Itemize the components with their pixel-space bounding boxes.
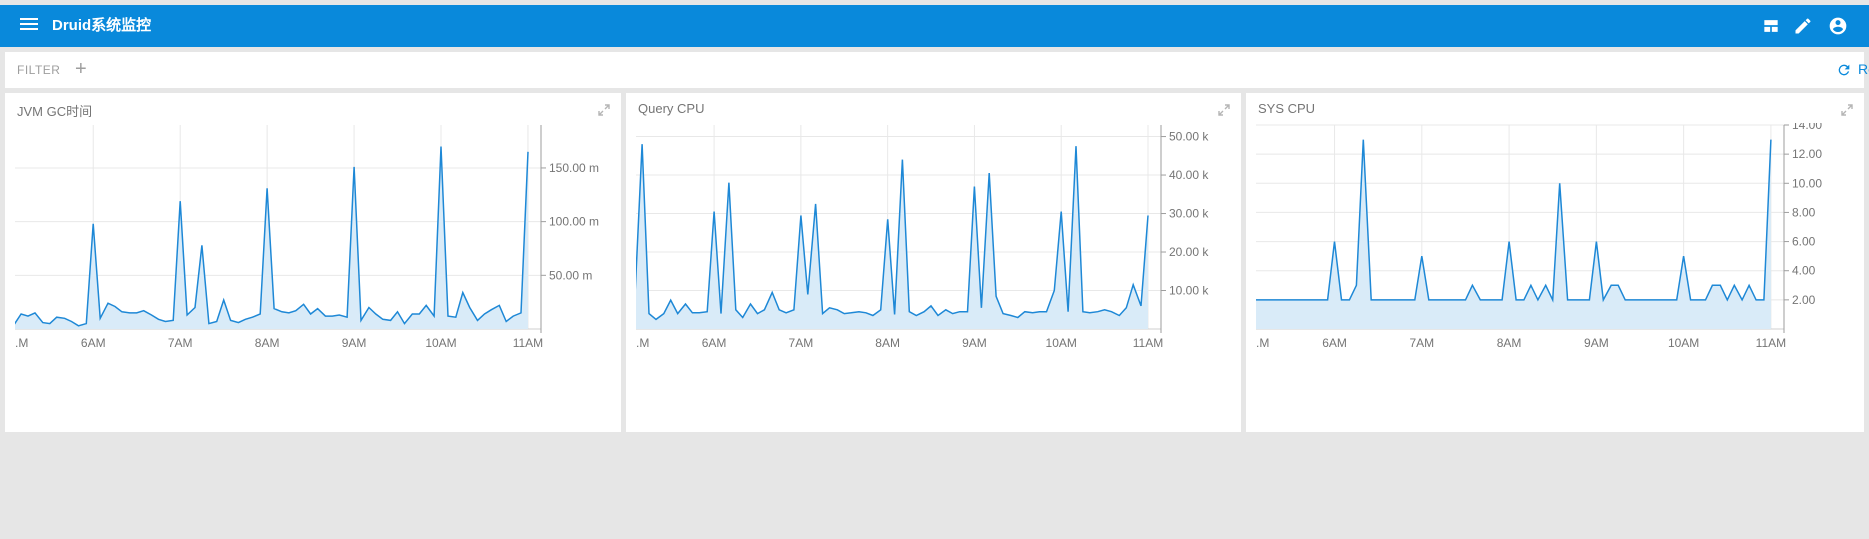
y-tick-label: 12.00 [1792, 147, 1822, 161]
panel-title: JVM GC时间 [17, 104, 93, 119]
y-tick-label: 10.00 k [1169, 284, 1209, 298]
refresh-icon [1838, 64, 1850, 76]
y-tick-label: 8.00 [1792, 205, 1816, 219]
expand-icon[interactable] [1217, 103, 1231, 117]
chart-panel-jvm-gc: JVM GC时间 50.00 m 100.00 m 150.00 m .M 6AM 7AM… [5, 93, 621, 432]
x-tick-label: 10AM [425, 336, 456, 350]
series-area [636, 144, 1148, 329]
dashboard-icon[interactable] [1761, 16, 1781, 36]
x-tick-label: 11AM [513, 336, 543, 350]
y-tick-label: 30.00 k [1169, 207, 1209, 221]
x-tick-label: 9AM [1584, 336, 1609, 350]
chart-query-cpu: 10.00 k 20.00 k 30.00 k 40.00 k 50.00 k .M 6AM… [636, 125, 1209, 350]
x-tick-label: 7AM [789, 336, 814, 350]
x-tick-label: 11AM [1756, 336, 1786, 350]
x-tick-label: 10AM [1668, 336, 1699, 350]
y-tick-label: 20.00 k [1169, 245, 1209, 259]
x-tick-label: 6AM [81, 336, 106, 350]
x-tick-label: 9AM [342, 336, 367, 350]
reset-label: Reset [1858, 61, 1869, 77]
x-tick-label: 11AM [1133, 336, 1163, 350]
x-tick-label: .M [636, 336, 649, 350]
x-tick-label: 9AM [962, 336, 987, 350]
y-tick-label: 40.00 k [1169, 168, 1209, 182]
y-tick-label: 100.00 m [549, 215, 599, 229]
add-icon[interactable]: + [75, 58, 87, 80]
y-tick-label: 4.00 [1792, 264, 1816, 278]
chart-sys-cpu: 2.00 4.00 6.00 8.00 10.00 12.00 14.00 .M 6AM 7AM 8… [1256, 123, 1822, 350]
x-tick-label: 6AM [1322, 336, 1347, 350]
expand-icon[interactable] [597, 103, 611, 117]
y-tick-label: 6.00 [1792, 235, 1816, 249]
filter-bar: FILTER + Reset [5, 52, 1869, 88]
x-tick-label: 8AM [255, 336, 280, 350]
x-tick-label: 10AM [1046, 336, 1077, 350]
series-line [15, 146, 529, 327]
filter-label: FILTER [17, 63, 61, 77]
series-line [1256, 139, 1772, 303]
x-tick-label: 6AM [702, 336, 727, 350]
x-tick-label: .M [15, 336, 28, 350]
x-tick-label: .M [1256, 336, 1269, 350]
app-header: Druid系统监控 [0, 5, 1869, 47]
x-tick-label: 8AM [1497, 336, 1522, 350]
y-tick-label: 10.00 [1792, 176, 1822, 190]
y-tick-label: 2.00 [1792, 293, 1816, 307]
menu-icon[interactable] [20, 18, 38, 34]
chart-panel-sys-cpu: SYS CPU 2.00 4.00 6.00 8.00 10.00 12.00 14.00.… [1246, 93, 1864, 432]
x-tick-label: 7AM [168, 336, 193, 350]
y-tick-label: 150.00 m [549, 161, 599, 175]
chart-panel-query-cpu: Query CPU 10.00 k 20.00 k 30.00 k 40.00 k 50… [626, 93, 1241, 432]
x-tick-label: 8AM [875, 336, 900, 350]
x-tick-label: 7AM [1409, 336, 1434, 350]
edit-icon[interactable] [1793, 16, 1813, 36]
y-tick-label: 14.00 [1792, 123, 1822, 132]
panel-title: Query CPU [638, 101, 705, 116]
y-tick-label: 50.00 k [1169, 130, 1209, 144]
chart-jvm-gc: 50.00 m 100.00 m 150.00 m .M 6AM 7AM 8AM 9AM 10A… [15, 125, 599, 350]
y-tick-label: 50.00 m [549, 268, 592, 282]
account-circle-icon[interactable] [1828, 16, 1848, 36]
app-title: Druid系统监控 [52, 17, 152, 34]
series-line [636, 144, 1149, 321]
series-area [15, 146, 528, 329]
expand-icon[interactable] [1840, 103, 1854, 117]
panel-title: SYS CPU [1258, 101, 1316, 116]
